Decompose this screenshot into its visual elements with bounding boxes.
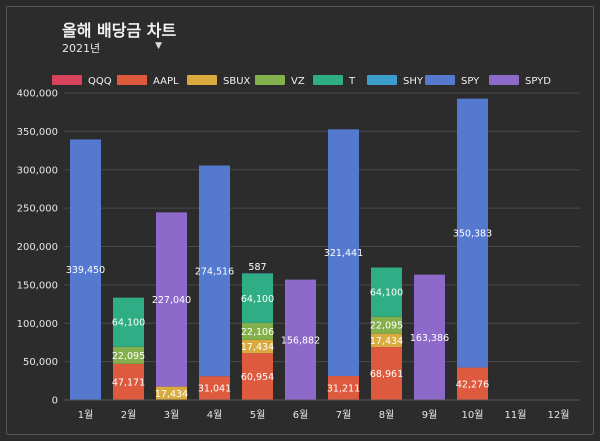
x-tick-label: 4월 xyxy=(207,409,223,421)
legend-swatch-t[interactable] xyxy=(313,75,343,85)
legend-label-vz[interactable]: VZ xyxy=(291,76,305,87)
y-tick-label: 350,000 xyxy=(17,127,58,138)
data-label: 163,386 xyxy=(410,333,449,344)
data-label: 22,106 xyxy=(241,327,274,338)
x-tick-label: 10월 xyxy=(462,409,484,421)
x-tick-label: 7월 xyxy=(336,409,352,421)
x-tick-label: 2월 xyxy=(121,409,137,421)
y-tick-label: 100,000 xyxy=(17,319,58,330)
x-tick-label: 8월 xyxy=(379,409,395,421)
bar-sbux[interactable] xyxy=(156,386,187,400)
data-label: 17,434 xyxy=(241,342,274,353)
y-tick-label: 400,000 xyxy=(17,89,58,100)
data-label: 64,100 xyxy=(112,318,145,329)
data-label: 321,441 xyxy=(324,248,363,259)
legend-swatch-sbux[interactable] xyxy=(187,75,217,85)
chevron-down-icon: ▼ xyxy=(155,41,162,51)
data-label: 60,954 xyxy=(241,372,274,383)
bar-spyd[interactable] xyxy=(156,212,187,387)
data-label: 227,040 xyxy=(152,295,191,306)
data-label: 47,171 xyxy=(112,377,145,388)
bar-vz[interactable] xyxy=(242,322,273,340)
bar-aapl[interactable] xyxy=(371,347,402,400)
bar-spy[interactable] xyxy=(457,98,488,368)
bar-spyd[interactable] xyxy=(285,279,316,400)
y-tick-label: 50,000 xyxy=(23,357,58,368)
year-select[interactable]: 2021년 ▼ xyxy=(62,40,162,56)
legend-swatch-shy[interactable] xyxy=(367,75,397,85)
x-tick-label: 5월 xyxy=(250,409,266,421)
page-title: 올해 배당금 차트 xyxy=(62,21,177,40)
bar-spy[interactable] xyxy=(328,129,359,377)
x-tick-label: 6월 xyxy=(293,409,309,421)
legend-label-sbux[interactable]: SBUX xyxy=(223,76,251,87)
y-tick-label: 250,000 xyxy=(17,204,58,215)
bar-t[interactable] xyxy=(242,273,273,323)
bar-aapl[interactable] xyxy=(457,367,488,400)
x-tick-label: 1월 xyxy=(78,409,94,421)
bar-vz[interactable] xyxy=(371,316,402,334)
legend-label-spy[interactable]: SPY xyxy=(461,76,480,87)
bar-aapl[interactable] xyxy=(242,353,273,400)
legend-label-aapl[interactable]: AAPL xyxy=(153,76,179,87)
legend-swatch-spyd[interactable] xyxy=(489,75,519,85)
y-tick-label: 300,000 xyxy=(17,165,58,176)
legend-swatch-aapl[interactable] xyxy=(117,75,147,85)
x-tick-label: 12월 xyxy=(548,409,570,421)
legend-swatch-vz[interactable] xyxy=(255,75,285,85)
bar-aapl[interactable] xyxy=(328,376,359,400)
legend-label-qqq[interactable]: QQQ xyxy=(88,76,112,87)
legend-swatch-spy[interactable] xyxy=(425,75,455,85)
data-label: 42,276 xyxy=(456,379,489,390)
data-label: 22,095 xyxy=(370,321,403,332)
x-tick-label: 3월 xyxy=(164,409,180,421)
x-tick-label: 9월 xyxy=(422,409,438,421)
data-label: 64,100 xyxy=(370,288,403,299)
bar-aapl[interactable] xyxy=(199,376,230,400)
legend-label-t[interactable]: T xyxy=(348,76,356,87)
data-label: 68,961 xyxy=(370,369,403,380)
legend-label-spyd[interactable]: SPYD xyxy=(525,76,551,87)
bar-spy[interactable] xyxy=(70,139,101,401)
data-label: 31,211 xyxy=(327,384,360,395)
y-tick-label: 0 xyxy=(52,396,58,407)
data-label: 17,434 xyxy=(370,336,403,347)
bar-spy[interactable] xyxy=(199,165,230,377)
bar-t[interactable] xyxy=(371,267,402,317)
data-label: 339,450 xyxy=(66,265,105,276)
data-label: 350,383 xyxy=(453,229,492,240)
year-select-value: 2021년 xyxy=(62,42,101,55)
bar-sbux[interactable] xyxy=(371,333,402,348)
bar-aapl[interactable] xyxy=(113,363,144,400)
x-tick-label: 11월 xyxy=(505,409,527,421)
bar-vz[interactable] xyxy=(113,346,144,364)
data-label: 31,041 xyxy=(198,384,231,395)
data-label: 64,100 xyxy=(241,294,274,305)
data-label: 274,516 xyxy=(195,266,234,277)
y-tick-label: 200,000 xyxy=(17,242,58,253)
data-label: 22,095 xyxy=(112,351,145,362)
bar-t[interactable] xyxy=(113,297,144,347)
data-label: 17,434 xyxy=(155,389,188,400)
legend-label-shy[interactable]: SHY xyxy=(403,76,424,87)
legend-swatch-qqq[interactable] xyxy=(52,75,82,85)
data-label: 156,882 xyxy=(281,335,320,346)
bar-sbux[interactable] xyxy=(242,339,273,354)
bar-spyd[interactable] xyxy=(414,274,445,400)
y-tick-label: 150,000 xyxy=(17,280,58,291)
data-label: 587 xyxy=(248,262,266,273)
